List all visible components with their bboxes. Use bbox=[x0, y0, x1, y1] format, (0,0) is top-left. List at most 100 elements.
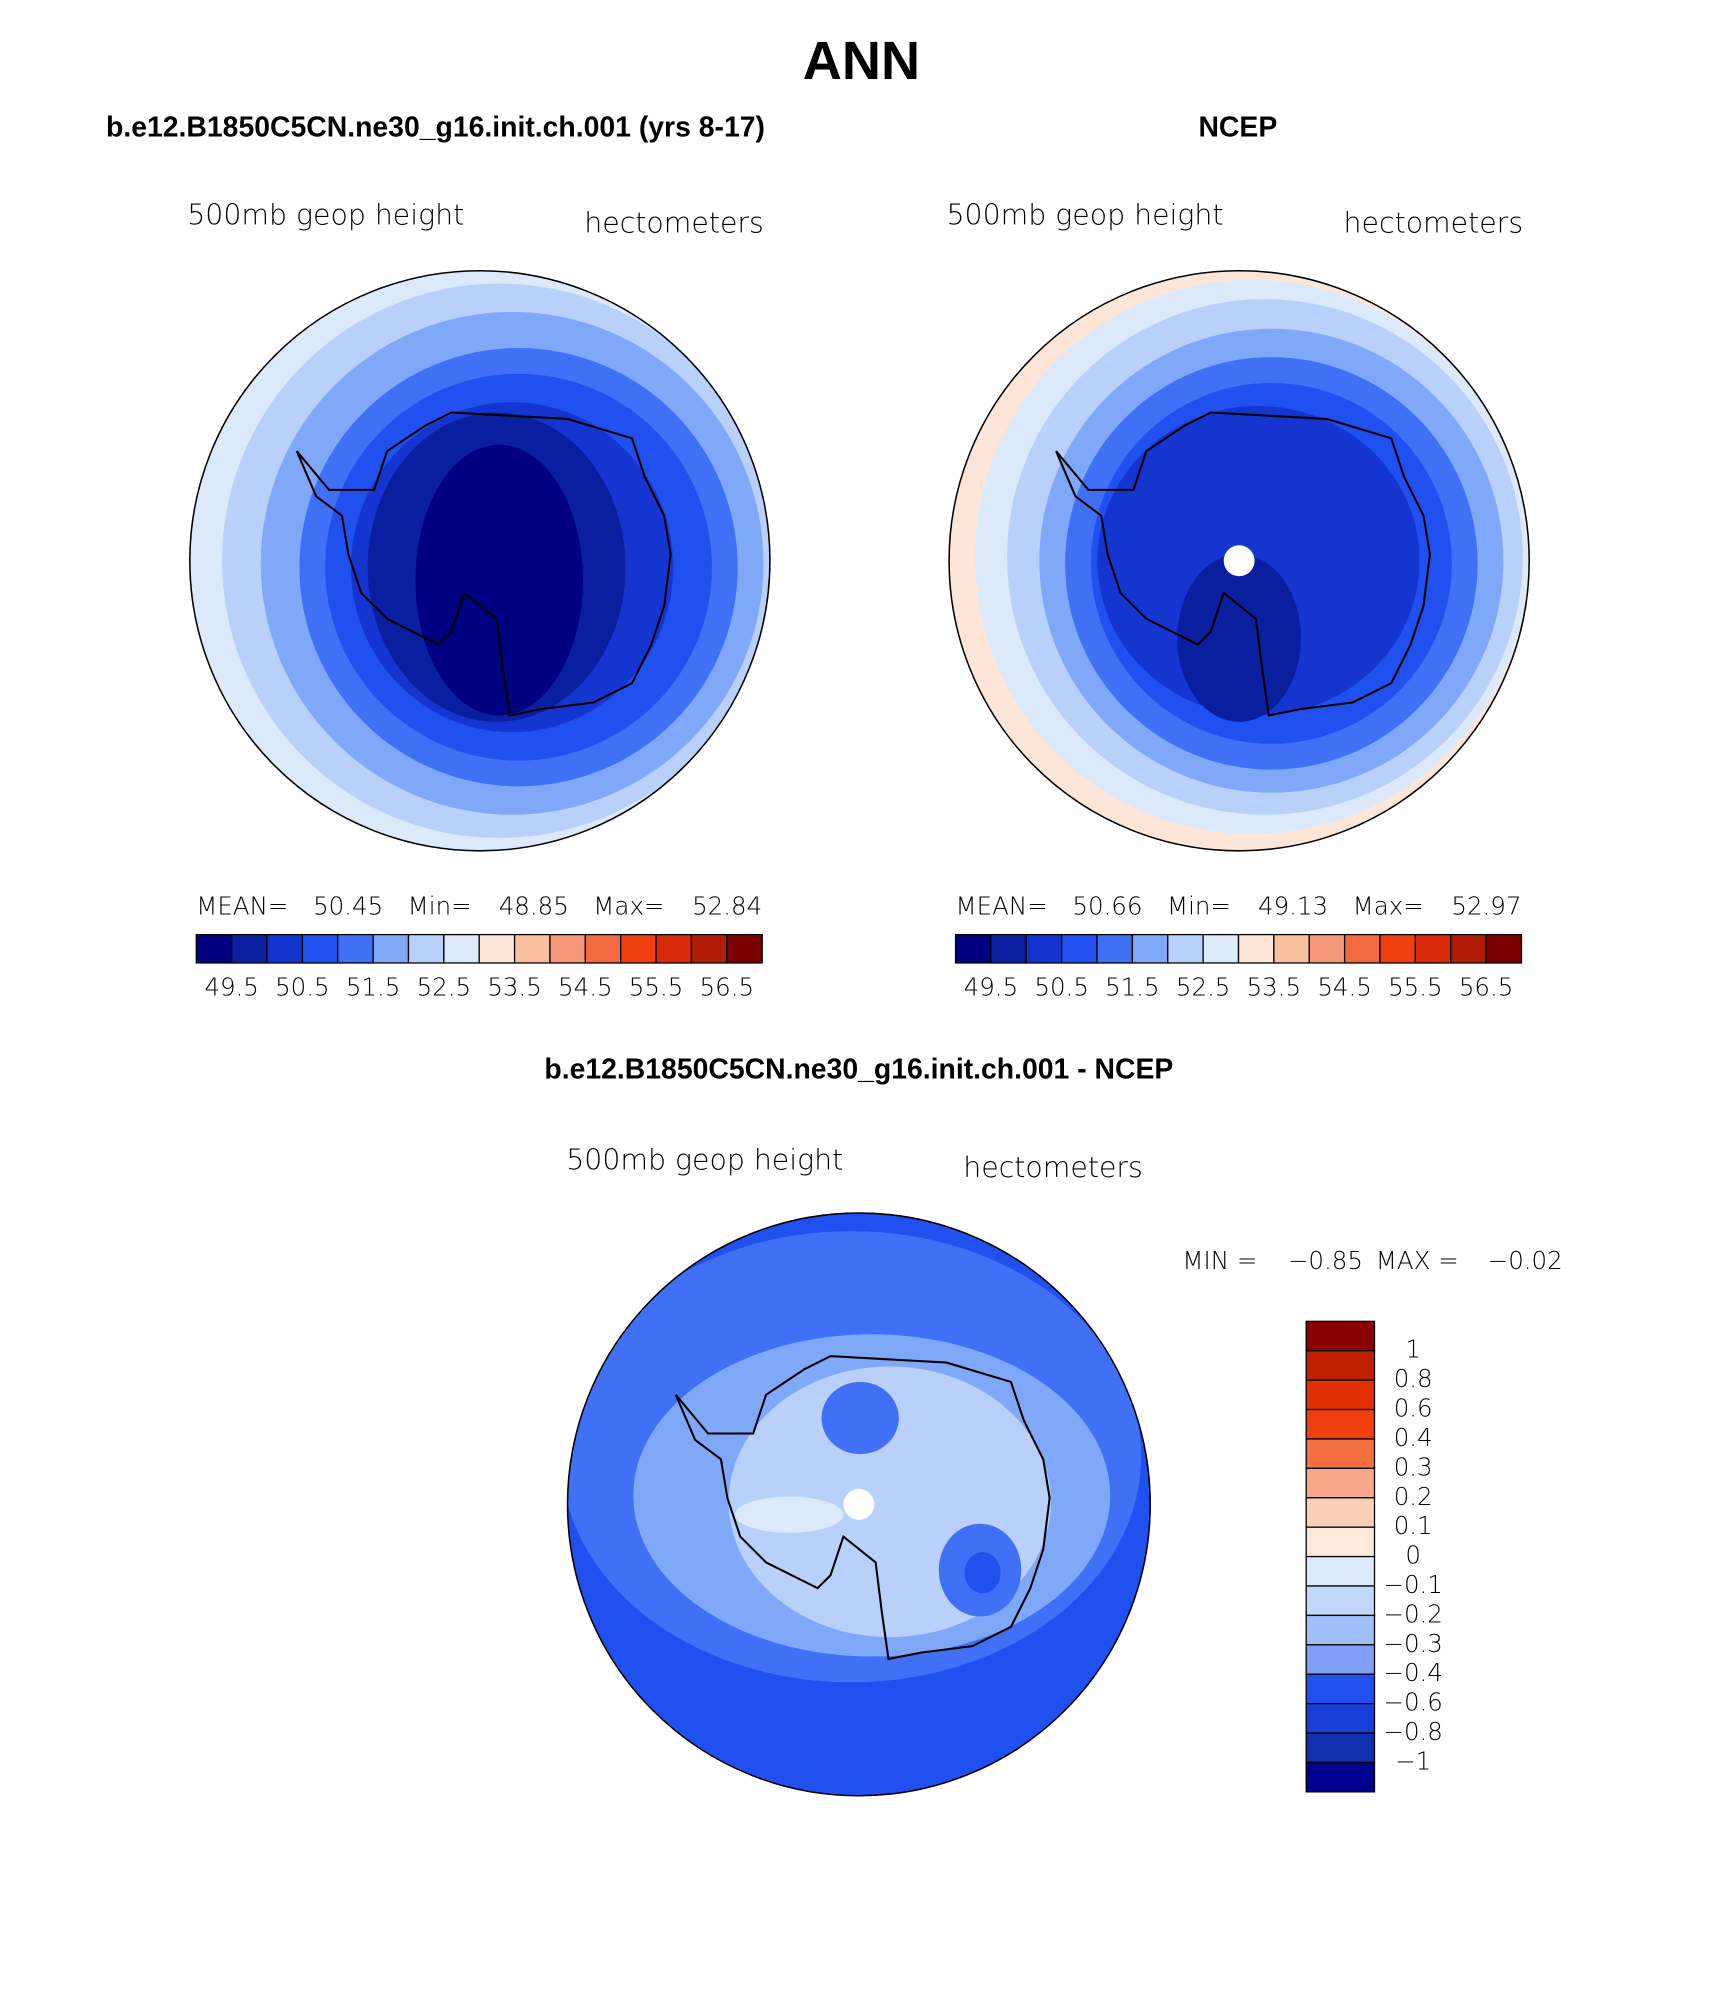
colorbar-box bbox=[1305, 1555, 1376, 1587]
colorbar-box bbox=[954, 933, 992, 964]
label: 0.2 bbox=[1394, 1482, 1433, 1511]
label: 52.97 bbox=[1451, 892, 1521, 921]
label: MEAN= bbox=[196, 892, 288, 921]
label: 49.13 bbox=[1258, 892, 1328, 921]
map-border bbox=[189, 269, 771, 852]
colorbar-box bbox=[1305, 1379, 1376, 1411]
colorbar-box bbox=[1305, 1614, 1376, 1646]
colorbar-box bbox=[1308, 933, 1346, 964]
colorbar-box bbox=[513, 933, 551, 964]
colorbar-box bbox=[1167, 933, 1204, 964]
label: −1 bbox=[1395, 1746, 1431, 1775]
label: Max= bbox=[1353, 892, 1424, 921]
label: 48.85 bbox=[499, 892, 569, 921]
label: 55.5 bbox=[629, 973, 684, 1002]
label: −0.6 bbox=[1383, 1688, 1442, 1717]
colorbar-box bbox=[195, 933, 233, 964]
label: 50.5 bbox=[1034, 973, 1089, 1002]
colorbar-box bbox=[690, 933, 728, 964]
label: −0.2 bbox=[1383, 1599, 1442, 1628]
map bbox=[949, 270, 1530, 851]
label: 54.5 bbox=[558, 973, 613, 1002]
units-label: hectometers bbox=[963, 1151, 1143, 1184]
colorbar-box bbox=[1305, 1702, 1376, 1734]
label: 49.5 bbox=[204, 973, 259, 1002]
map bbox=[567, 1213, 1151, 1796]
colorbar-box bbox=[1061, 933, 1098, 964]
colorbar-box bbox=[1305, 1761, 1376, 1793]
label: 53.5 bbox=[1247, 973, 1302, 1002]
label: 0.8 bbox=[1394, 1364, 1433, 1393]
label: Min= bbox=[1167, 892, 1231, 921]
panel-title: b.e12.B1850C5CN.ne30_g16.init.ch.001 - N… bbox=[544, 1054, 1173, 1086]
label: 56.5 bbox=[700, 973, 755, 1002]
colorbar-box bbox=[443, 933, 480, 964]
colorbar-box bbox=[1305, 1673, 1376, 1705]
colorbar-box bbox=[230, 933, 268, 964]
colorbar-box bbox=[726, 933, 763, 964]
variable-label: 500mb geop height bbox=[187, 199, 464, 232]
panel-title: NCEP bbox=[1198, 111, 1277, 143]
colorbar-box bbox=[1305, 1585, 1376, 1617]
colorbar-box bbox=[584, 933, 622, 964]
label: 52.84 bbox=[692, 892, 762, 921]
label: 50.66 bbox=[1072, 892, 1142, 921]
colorbar-box bbox=[1131, 933, 1169, 964]
label: 50.5 bbox=[275, 973, 330, 1002]
figure-title: ANN bbox=[803, 31, 920, 91]
label: 0 bbox=[1405, 1541, 1421, 1570]
label: −0.4 bbox=[1383, 1658, 1442, 1687]
colorbar-box bbox=[1450, 933, 1487, 964]
label: Min= bbox=[408, 892, 472, 921]
label: 52.5 bbox=[1176, 973, 1231, 1002]
units-label: hectometers bbox=[584, 206, 764, 239]
colorbar-box bbox=[1305, 1408, 1376, 1440]
units-label: hectometers bbox=[1344, 206, 1524, 239]
label: −0.85 bbox=[1288, 1246, 1363, 1275]
colorbar-box bbox=[266, 933, 304, 964]
label: −0.3 bbox=[1383, 1629, 1442, 1658]
label: MIN = bbox=[1182, 1246, 1257, 1275]
colorbar-box bbox=[1025, 933, 1063, 964]
colorbar-box bbox=[1414, 933, 1452, 964]
colorbar-box bbox=[407, 933, 445, 964]
colorbar-box bbox=[1305, 1526, 1376, 1558]
label: −0.8 bbox=[1383, 1717, 1442, 1746]
colorbar-box bbox=[1485, 933, 1523, 964]
colorbar-box bbox=[1305, 1320, 1376, 1352]
variable-label: 500mb geop height bbox=[566, 1143, 843, 1176]
colorbar-box bbox=[620, 933, 657, 964]
colorbar-box bbox=[301, 933, 339, 964]
label: 0.6 bbox=[1394, 1394, 1433, 1423]
label: MAX = bbox=[1376, 1246, 1459, 1275]
colorbar-box bbox=[1237, 933, 1275, 964]
colorbar-box bbox=[1305, 1497, 1376, 1528]
label: 52.5 bbox=[417, 973, 472, 1002]
label: 54.5 bbox=[1317, 973, 1372, 1002]
label: 51.5 bbox=[346, 973, 401, 1002]
colorbar-box bbox=[478, 933, 516, 964]
colorbar-box bbox=[372, 933, 410, 964]
label: 1 bbox=[1405, 1335, 1421, 1364]
panel-title: b.e12.B1850C5CN.ne30_g16.init.ch.001 (yr… bbox=[106, 111, 765, 143]
colorbar-box bbox=[1305, 1467, 1376, 1499]
colorbar-box bbox=[1273, 933, 1310, 964]
colorbar-box bbox=[337, 933, 374, 964]
label: 0.4 bbox=[1394, 1423, 1433, 1452]
map-border bbox=[566, 1212, 1151, 1797]
label: 50.45 bbox=[313, 892, 383, 921]
colorbar-box bbox=[1305, 1438, 1376, 1470]
colorbar-box bbox=[1305, 1732, 1376, 1764]
colorbar-box bbox=[1343, 933, 1381, 964]
label: 53.5 bbox=[487, 973, 542, 1002]
colorbar-box bbox=[1096, 933, 1134, 964]
label: 49.5 bbox=[964, 973, 1019, 1002]
label: 51.5 bbox=[1105, 973, 1160, 1002]
colorbar-box bbox=[1305, 1350, 1376, 1381]
label: 56.5 bbox=[1459, 973, 1514, 1002]
colorbar-box bbox=[1202, 933, 1240, 964]
colorbar-box bbox=[655, 933, 693, 964]
label: Max= bbox=[593, 892, 664, 921]
